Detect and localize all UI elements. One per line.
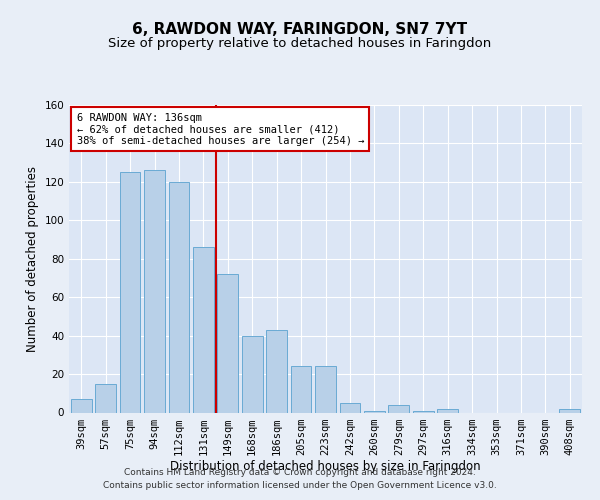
- Bar: [266, 330, 287, 412]
- Bar: [119, 172, 140, 412]
- Text: Size of property relative to detached houses in Faringdon: Size of property relative to detached ho…: [109, 38, 491, 51]
- Text: 6 RAWDON WAY: 136sqm
← 62% of detached houses are smaller (412)
38% of semi-deta: 6 RAWDON WAY: 136sqm ← 62% of detached h…: [77, 112, 364, 146]
- Text: Contains HM Land Registry data © Crown copyright and database right 2024.: Contains HM Land Registry data © Crown c…: [124, 468, 476, 477]
- X-axis label: Distribution of detached houses by size in Faringdon: Distribution of detached houses by size …: [170, 460, 481, 473]
- Bar: [71, 399, 92, 412]
- Bar: [144, 170, 165, 412]
- Bar: [364, 410, 385, 412]
- Bar: [315, 366, 336, 412]
- Text: Contains public sector information licensed under the Open Government Licence v3: Contains public sector information licen…: [103, 482, 497, 490]
- Text: 6, RAWDON WAY, FARINGDON, SN7 7YT: 6, RAWDON WAY, FARINGDON, SN7 7YT: [133, 22, 467, 38]
- Bar: [388, 405, 409, 412]
- Bar: [217, 274, 238, 412]
- Y-axis label: Number of detached properties: Number of detached properties: [26, 166, 39, 352]
- Bar: [559, 408, 580, 412]
- Bar: [340, 403, 361, 412]
- Bar: [413, 410, 434, 412]
- Bar: [437, 408, 458, 412]
- Bar: [242, 336, 263, 412]
- Bar: [169, 182, 190, 412]
- Bar: [290, 366, 311, 412]
- Bar: [95, 384, 116, 412]
- Bar: [193, 247, 214, 412]
